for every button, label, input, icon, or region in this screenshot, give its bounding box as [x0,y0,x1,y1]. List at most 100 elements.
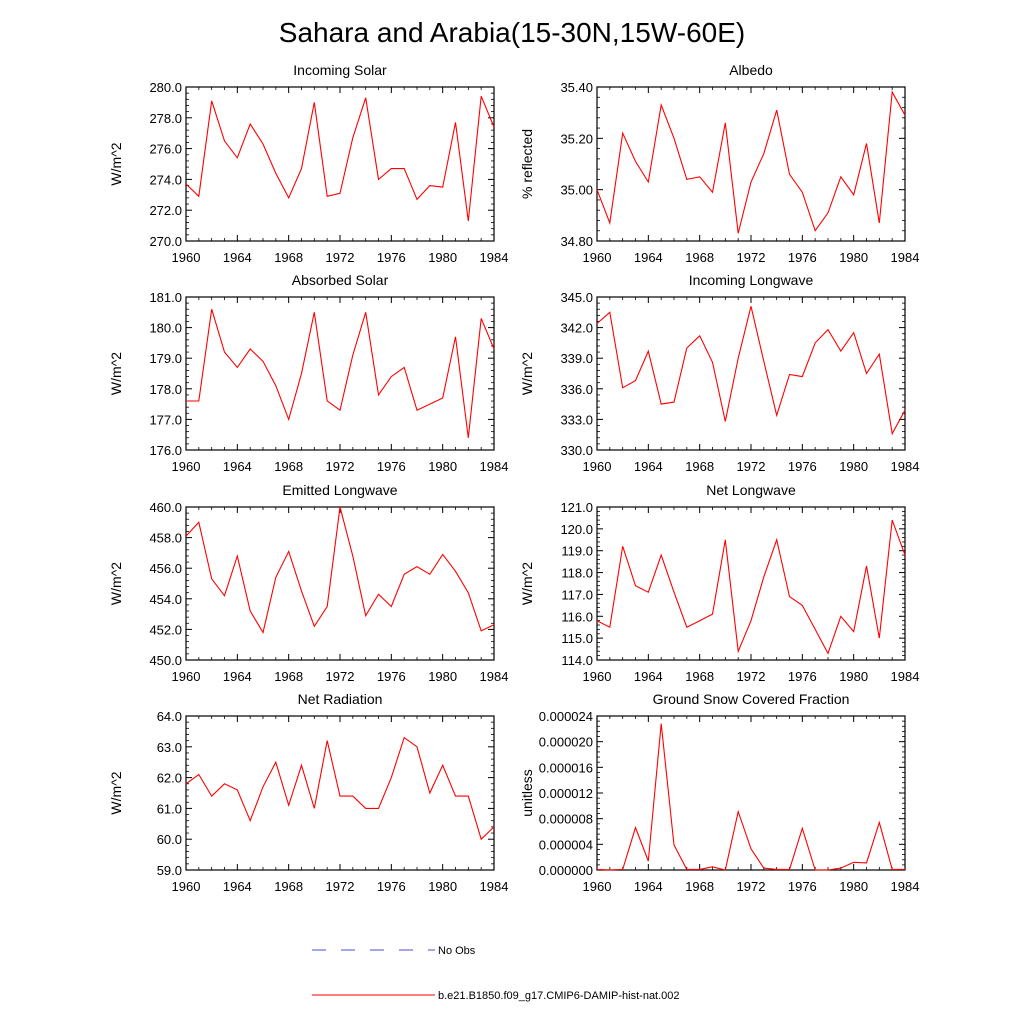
x-tick-label: 1976 [788,459,817,474]
panel-1: Incoming Solar W/m^2 270.0 272.0 274.0 276.0 2… [108,62,508,265]
x-tick-label: 1984 [480,669,509,684]
y-tick-label: 0.000012 [539,786,593,801]
plot-frame [596,86,906,242]
y-tick-label: 274.0 [149,172,182,187]
y-tick-label: 61.0 [157,801,182,816]
y-tick-label: 115.0 [561,631,593,646]
panel-6: Net Longwave W/m^2 114.0 115.0 116.0 117.0 118… [519,482,919,684]
panel-title: Net Radiation [298,691,383,707]
y-tick-label: 116.0 [561,609,593,624]
x-tick-label: 1972 [737,879,766,894]
x-tick-label: 1968 [685,459,714,474]
plot-frame [185,506,495,661]
legend: No Obs b.e21.B1850.f09_g17.CMIP6-DAMIP-hi… [312,945,680,1002]
y-axis-label: W/m^2 [108,771,124,814]
x-tick-label: 1976 [788,669,817,684]
x-tick-label: 1980 [428,459,457,474]
x-tick-label: 1972 [326,250,355,265]
series-line [596,723,905,871]
panel-8: Ground Snow Covered Fraction unitless 0.00… [519,691,919,894]
x-tick-label: 1964 [634,459,663,474]
y-tick-label: 456.0 [149,561,182,576]
x-tick-label: 1960 [172,879,201,894]
y-tick-label: 177.0 [149,412,182,427]
plot-frame [185,715,495,871]
y-tick-label: 181.0 [149,290,182,305]
panel-title: Albedo [729,62,773,78]
x-tick-label: 1984 [891,879,920,894]
x-tick-label: 1968 [685,879,714,894]
x-tick-label: 1960 [172,669,201,684]
panel-title: Incoming Solar [293,62,387,78]
series-line [596,306,906,436]
x-tick-label: 1980 [839,879,868,894]
y-tick-label: 450.0 [149,653,182,668]
y-tick-label: 60.0 [157,832,182,847]
x-tick-label: 1984 [480,459,509,474]
x-tick-label: 1968 [274,250,303,265]
legend-label: No Obs [438,945,476,957]
y-axis-label: W/m^2 [519,352,535,395]
x-tick-label: 1968 [274,459,303,474]
series-line [596,519,906,655]
y-tick-label: 336.0 [560,382,593,397]
panel-3: Absorbed Solar W/m^2 176.0 177.0 178.0 179.0 1… [108,272,508,474]
x-tick-label: 1964 [223,250,252,265]
y-tick-label: 59.0 [157,863,182,878]
y-tick-label: 0.000000 [539,863,593,878]
y-tick-label: 345.0 [560,290,593,305]
y-tick-label: 63.0 [157,740,182,755]
y-axis-label: % reflected [519,129,535,199]
panel-2: Albedo % reflected 34.80 35.00 35.20 35.40 196… [519,62,919,265]
x-tick-label: 1984 [480,879,509,894]
y-tick-label: 179.0 [149,351,182,366]
y-tick-label: 114.0 [561,653,593,668]
x-tick-label: 1972 [326,669,355,684]
y-tick-label: 35.40 [560,80,593,95]
y-tick-label: 458.0 [149,531,182,546]
x-tick-label: 1976 [788,250,817,265]
y-tick-label: 176.0 [149,443,182,458]
x-tick-label: 1960 [583,669,612,684]
y-tick-label: 118.0 [561,566,593,581]
x-tick-label: 1976 [377,459,406,474]
y-tick-label: 276.0 [149,142,182,157]
series-line [185,95,495,222]
y-tick-label: 35.20 [560,131,593,146]
y-axis-label: W/m^2 [108,352,124,395]
x-tick-label: 1964 [634,250,663,265]
y-tick-label: 120.0 [560,522,593,537]
y-axis-label: unitless [519,769,535,816]
x-tick-label: 1960 [172,459,201,474]
x-tick-label: 1964 [223,459,252,474]
y-tick-label: 35.00 [560,183,593,198]
plot-frame [596,506,906,661]
x-tick-label: 1976 [788,879,817,894]
x-tick-label: 1960 [583,459,612,474]
y-tick-label: 272.0 [149,203,182,218]
x-tick-label: 1984 [891,250,920,265]
y-axis-label: W/m^2 [519,562,535,605]
series-line [186,309,495,438]
figure-title: Sahara and Arabia(15-30N,15W-60E) [279,17,745,48]
y-tick-label: 34.80 [560,234,593,249]
y-tick-label: 342.0 [560,321,593,336]
panel-5: Emitted Longwave W/m^2 450.0 452.0 454.0 456.… [108,482,508,684]
x-tick-label: 1972 [737,459,766,474]
y-tick-label: 460.0 [149,500,182,515]
y-tick-label: 119.0 [561,544,593,559]
plot-frame [596,296,906,451]
y-tick-label: 121.0 [560,500,593,515]
x-tick-label: 1980 [839,250,868,265]
y-axis-label: W/m^2 [108,562,124,605]
x-tick-label: 1964 [223,669,252,684]
x-tick-label: 1980 [428,250,457,265]
series-line [185,506,495,634]
x-tick-label: 1960 [583,250,612,265]
x-tick-label: 1984 [891,669,920,684]
y-tick-label: 339.0 [560,351,593,366]
series-line [596,90,906,234]
x-tick-label: 1964 [223,879,252,894]
x-tick-label: 1972 [737,250,766,265]
